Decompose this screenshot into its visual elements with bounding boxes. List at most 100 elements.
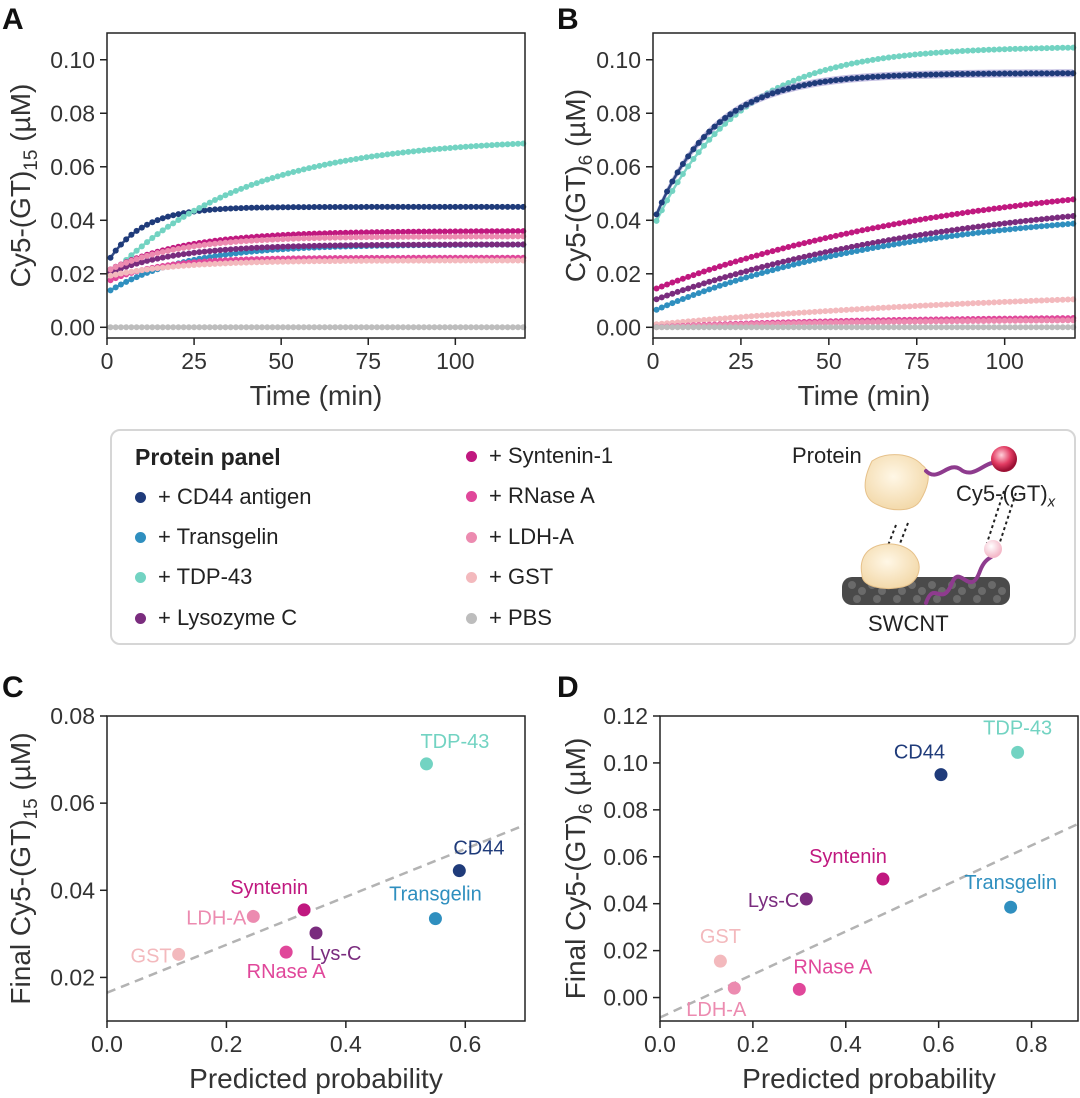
data-point (732, 258, 739, 265)
data-point (790, 261, 797, 268)
x-tick-label: 25 (728, 348, 754, 374)
data-point (332, 234, 339, 241)
data-point (285, 324, 292, 331)
data-point (927, 318, 934, 325)
data-point (970, 47, 977, 54)
data-point (321, 230, 328, 237)
data-point (1054, 296, 1061, 303)
data-point (321, 204, 328, 211)
data-point (922, 215, 929, 222)
data-point (685, 285, 692, 292)
data-point (880, 324, 887, 331)
data-point (959, 210, 966, 217)
data-point (780, 324, 787, 331)
y-axis-label-subscript: 6 (576, 804, 597, 815)
data-point (515, 203, 522, 210)
point-label: RNase A (793, 956, 873, 978)
data-point (938, 234, 945, 241)
data-point (400, 241, 407, 248)
data-point (679, 161, 686, 168)
scatter-point (799, 892, 813, 906)
data-point (1001, 204, 1008, 211)
data-point (917, 237, 924, 244)
data-point (896, 235, 903, 242)
data-point (441, 233, 448, 240)
x-tick-label: 50 (268, 348, 294, 374)
data-point (332, 242, 339, 249)
data-point (128, 257, 135, 264)
data-point (1012, 219, 1019, 226)
data-point (991, 299, 998, 306)
data-point (695, 149, 702, 156)
data-point (875, 305, 882, 312)
data-point (431, 241, 438, 248)
data-point (170, 263, 177, 270)
data-point (906, 52, 913, 59)
data-point (337, 229, 344, 236)
data-point (415, 324, 422, 331)
legend-item-syntenin: + Syntenin-1 (466, 443, 613, 469)
data-point (896, 72, 903, 79)
panel-letter: D (557, 671, 579, 704)
data-point (911, 324, 918, 331)
data-point (353, 324, 360, 331)
data-point (269, 174, 276, 181)
scatter-point (876, 872, 890, 886)
data-point (700, 324, 707, 331)
data-point (980, 317, 987, 324)
data-point (790, 324, 797, 331)
y-axis-label-subscript: 15 (21, 798, 42, 819)
data-point (337, 158, 344, 165)
data-point (838, 76, 845, 83)
data-point (373, 324, 380, 331)
data-point (785, 324, 792, 331)
data-point (1022, 317, 1029, 324)
data-point (1017, 298, 1024, 305)
data-point (864, 74, 871, 81)
data-point (232, 187, 239, 194)
data-point (922, 302, 929, 309)
data-point (149, 235, 156, 242)
data-point (138, 224, 145, 231)
data-point (727, 279, 734, 286)
data-point (795, 309, 802, 316)
data-point (970, 230, 977, 237)
data-point (138, 267, 145, 274)
data-point (295, 258, 302, 265)
data-point (274, 236, 281, 243)
data-point (144, 257, 151, 264)
x-tick-label: 0.0 (91, 1031, 123, 1057)
data-point (515, 140, 522, 147)
data-point (389, 233, 396, 240)
legend-label: + Syntenin-1 (489, 443, 614, 468)
data-point (906, 303, 913, 310)
data-point (890, 324, 897, 331)
data-point (780, 258, 787, 265)
data-point (811, 237, 818, 244)
data-point (253, 237, 260, 244)
data-point (1064, 196, 1071, 203)
x-tick-label: 0 (101, 348, 114, 374)
data-point (996, 46, 1003, 53)
data-point (817, 308, 824, 315)
data-point (822, 66, 829, 73)
data-point (217, 240, 224, 247)
data-point (410, 324, 417, 331)
data-point (311, 235, 318, 242)
data-point (859, 74, 866, 81)
data-point (462, 203, 469, 210)
y-tick-label: 0.08 (603, 797, 648, 823)
data-point (321, 258, 328, 265)
data-point (499, 203, 506, 210)
data-point (885, 324, 892, 331)
data-point (295, 235, 302, 242)
data-point (685, 273, 692, 280)
y-tick-label: 0.06 (50, 790, 95, 816)
data-point (300, 204, 307, 211)
data-point (494, 241, 501, 248)
data-point (679, 275, 686, 282)
data-point (515, 228, 522, 235)
data-point (996, 70, 1003, 77)
data-point (238, 238, 245, 245)
data-point (175, 324, 182, 331)
